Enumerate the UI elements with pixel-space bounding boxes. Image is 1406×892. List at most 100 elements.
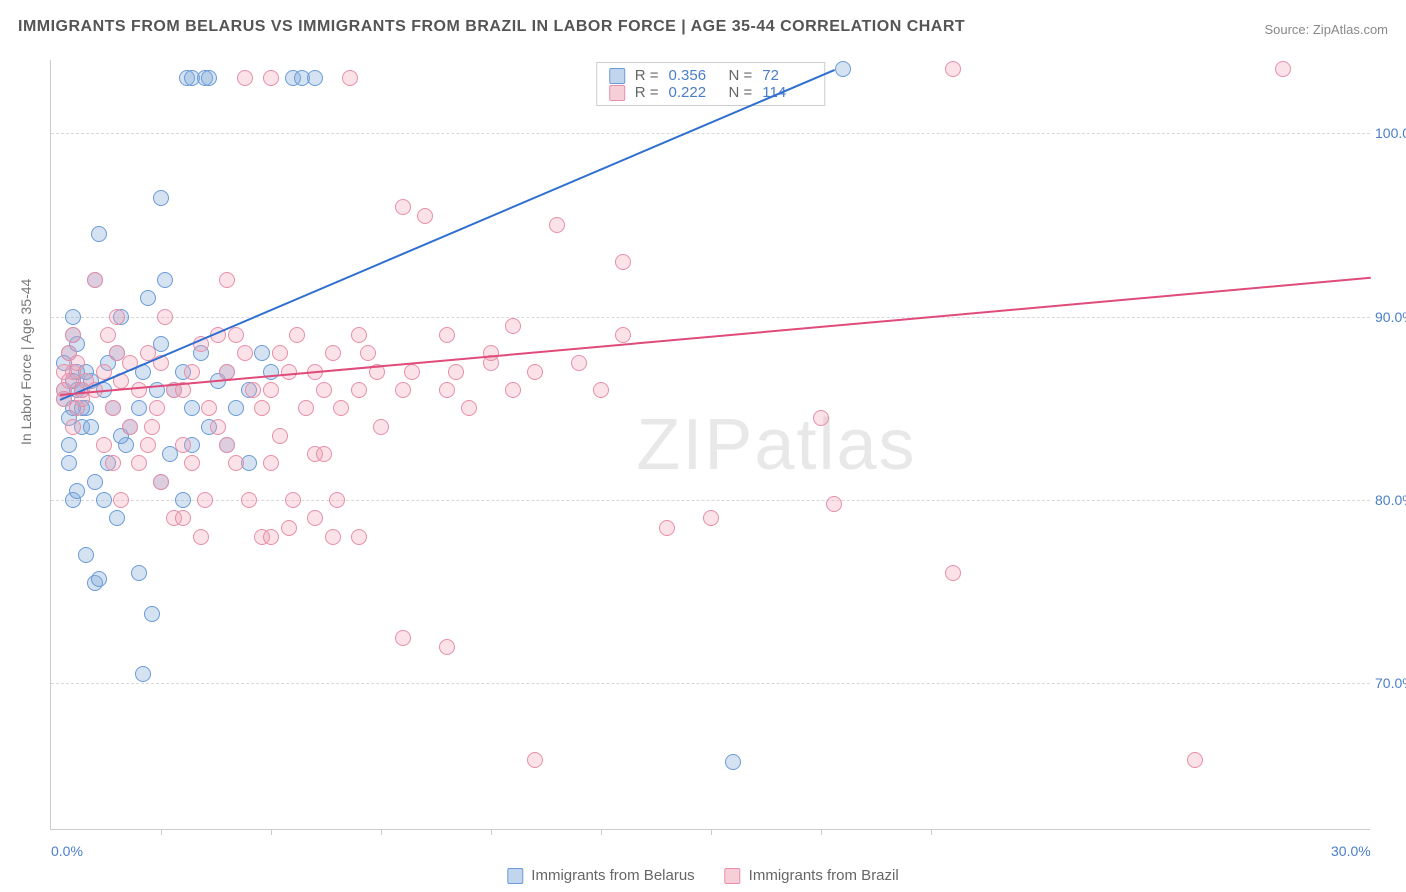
- scatter-point-brazil: [439, 639, 455, 655]
- scatter-point-belarus: [83, 419, 99, 435]
- scatter-point-brazil: [263, 382, 279, 398]
- y-tick-label: 90.0%: [1375, 309, 1406, 325]
- scatter-point-belarus: [135, 666, 151, 682]
- scatter-point-brazil: [109, 309, 125, 325]
- scatter-point-brazil: [122, 419, 138, 435]
- scatter-point-brazil: [228, 327, 244, 343]
- scatter-point-brazil: [263, 455, 279, 471]
- scatter-point-brazil: [659, 520, 675, 536]
- scatter-point-belarus: [131, 400, 147, 416]
- scatter-point-brazil: [593, 382, 609, 398]
- scatter-point-brazil: [417, 208, 433, 224]
- scatter-point-brazil: [219, 272, 235, 288]
- scatter-point-brazil: [945, 565, 961, 581]
- scatter-point-brazil: [945, 61, 961, 77]
- scatter-point-brazil: [272, 345, 288, 361]
- scatter-point-belarus: [725, 754, 741, 770]
- scatter-point-belarus: [144, 606, 160, 622]
- scatter-point-brazil: [100, 327, 116, 343]
- watermark: ZIPatlas: [636, 404, 916, 486]
- x-tick: [711, 829, 712, 835]
- scatter-point-brazil: [175, 510, 191, 526]
- scatter-point-brazil: [140, 437, 156, 453]
- scatter-point-brazil: [395, 199, 411, 215]
- scatter-point-brazil: [298, 400, 314, 416]
- scatter-point-belarus: [157, 272, 173, 288]
- legend-swatch: [725, 868, 741, 884]
- scatter-point-belarus: [78, 547, 94, 563]
- scatter-point-brazil: [153, 474, 169, 490]
- scatter-point-brazil: [826, 496, 842, 512]
- scatter-point-belarus: [96, 492, 112, 508]
- r-value-belarus: 0.356: [669, 67, 719, 84]
- scatter-point-brazil: [219, 437, 235, 453]
- scatter-point-brazil: [263, 529, 279, 545]
- scatter-point-brazil: [703, 510, 719, 526]
- scatter-point-brazil: [325, 529, 341, 545]
- scatter-point-belarus: [109, 510, 125, 526]
- r-value-brazil: 0.222: [669, 84, 719, 101]
- scatter-point-brazil: [281, 364, 297, 380]
- stat-box: R =0.356N =72R =0.222N =114: [596, 62, 826, 106]
- scatter-point-belarus: [254, 345, 270, 361]
- x-tick: [821, 829, 822, 835]
- scatter-point-brazil: [439, 327, 455, 343]
- scatter-point-brazil: [105, 455, 121, 471]
- swatch-belarus: [609, 68, 625, 84]
- scatter-point-belarus: [201, 70, 217, 86]
- scatter-point-brazil: [307, 510, 323, 526]
- scatter-point-brazil: [461, 400, 477, 416]
- scatter-point-brazil: [571, 355, 587, 371]
- scatter-point-brazil: [527, 752, 543, 768]
- scatter-point-brazil: [1275, 61, 1291, 77]
- y-tick-label: 100.0%: [1375, 125, 1406, 141]
- chart-title: IMMIGRANTS FROM BELARUS VS IMMIGRANTS FR…: [18, 18, 965, 36]
- scatter-point-belarus: [131, 565, 147, 581]
- scatter-point-brazil: [448, 364, 464, 380]
- scatter-point-brazil: [351, 327, 367, 343]
- scatter-point-brazil: [228, 455, 244, 471]
- scatter-point-brazil: [316, 446, 332, 462]
- scatter-point-belarus: [184, 400, 200, 416]
- scatter-point-brazil: [505, 382, 521, 398]
- scatter-point-brazil: [360, 345, 376, 361]
- scatter-point-brazil: [1187, 752, 1203, 768]
- scatter-point-brazil: [245, 382, 261, 398]
- trend-line-brazil: [60, 276, 1371, 395]
- scatter-point-brazil: [329, 492, 345, 508]
- scatter-point-belarus: [87, 474, 103, 490]
- scatter-point-brazil: [105, 400, 121, 416]
- gridline-h: [51, 133, 1370, 134]
- x-tick: [601, 829, 602, 835]
- scatter-point-brazil: [527, 364, 543, 380]
- scatter-point-belarus: [153, 190, 169, 206]
- x-tick: [491, 829, 492, 835]
- scatter-point-brazil: [351, 382, 367, 398]
- legend-label: Immigrants from Belarus: [531, 867, 694, 884]
- scatter-point-belarus: [307, 70, 323, 86]
- scatter-point-brazil: [263, 70, 279, 86]
- scatter-point-brazil: [210, 419, 226, 435]
- scatter-point-brazil: [219, 364, 235, 380]
- scatter-point-brazil: [184, 364, 200, 380]
- scatter-point-brazil: [483, 345, 499, 361]
- x-tick: [931, 829, 932, 835]
- stat-row-belarus: R =0.356N =72: [609, 67, 813, 84]
- scatter-point-belarus: [140, 290, 156, 306]
- y-tick-label: 80.0%: [1375, 492, 1406, 508]
- scatter-point-brazil: [404, 364, 420, 380]
- x-tick: [161, 829, 162, 835]
- legend-item: Immigrants from Belarus: [507, 867, 694, 884]
- scatter-point-belarus: [153, 336, 169, 352]
- scatter-point-belarus: [69, 483, 85, 499]
- scatter-point-brazil: [813, 410, 829, 426]
- trend-line-belarus: [59, 69, 834, 401]
- legend-swatch: [507, 868, 523, 884]
- scatter-point-brazil: [373, 419, 389, 435]
- scatter-point-brazil: [395, 382, 411, 398]
- scatter-point-brazil: [316, 382, 332, 398]
- watermark-bold: ZIP: [636, 405, 754, 485]
- scatter-point-brazil: [65, 419, 81, 435]
- scatter-point-brazil: [272, 428, 288, 444]
- scatter-point-brazil: [615, 254, 631, 270]
